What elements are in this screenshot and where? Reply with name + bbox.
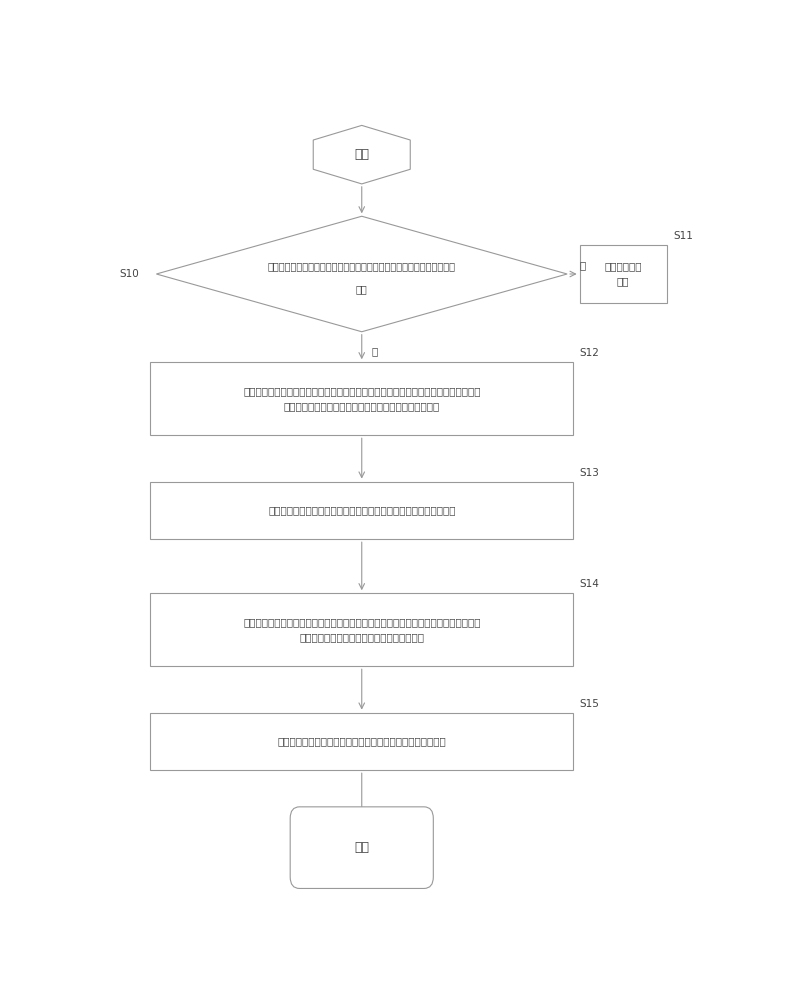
Text: S10: S10 [119, 269, 139, 279]
Text: S15: S15 [579, 699, 599, 709]
Text: 利用电压信息、电流信息与温度信息计算电池组中每一个电池的电量: 利用电压信息、电流信息与温度信息计算电池组中每一个电池的电量 [268, 505, 455, 515]
Text: 通过电池组中设置的电压采集电路、电流采集电路与温度采集电路，实时采集电池组中
每个电池的电压信息，以及电池组的电流信息与温度信息: 通过电池组中设置的电压采集电路、电流采集电路与温度采集电路，实时采集电池组中 每… [243, 386, 480, 411]
Text: 选择电量最高的电池电量最低的电池转移电量，使用启发式搜索算法搜索电量最高的电
池与电量最低的电池之间电量转移的最短路径: 选择电量最高的电池电量最低的电池转移电量，使用启发式搜索算法搜索电量最高的电 池… [243, 617, 480, 642]
Text: 实时监控电压采集电路、电流采集电路和温度采集电路中是否存在故障的: 实时监控电压采集电路、电流采集电路和温度采集电路中是否存在故障的 [267, 261, 456, 271]
Text: 利用最短路径将电量最高的电池的电量向电量最低的电池转移: 利用最短路径将电量最高的电池的电量向电量最低的电池转移 [277, 736, 446, 746]
Polygon shape [313, 125, 410, 184]
Text: 否: 否 [371, 346, 377, 356]
Text: 电路: 电路 [355, 284, 367, 294]
Text: S13: S13 [579, 468, 599, 478]
FancyBboxPatch shape [150, 593, 573, 666]
FancyBboxPatch shape [579, 245, 666, 303]
FancyBboxPatch shape [150, 362, 573, 435]
FancyBboxPatch shape [290, 807, 433, 888]
Polygon shape [156, 216, 566, 332]
Text: S12: S12 [579, 348, 599, 358]
FancyBboxPatch shape [150, 482, 573, 539]
Text: 是: 是 [579, 260, 585, 270]
Text: S14: S14 [579, 579, 599, 589]
Text: S11: S11 [672, 231, 692, 241]
FancyBboxPatch shape [150, 713, 573, 770]
Text: 开始: 开始 [354, 148, 369, 161]
Text: 结束: 结束 [354, 841, 369, 854]
Text: 关闭所有均衡
电路: 关闭所有均衡 电路 [604, 262, 641, 286]
